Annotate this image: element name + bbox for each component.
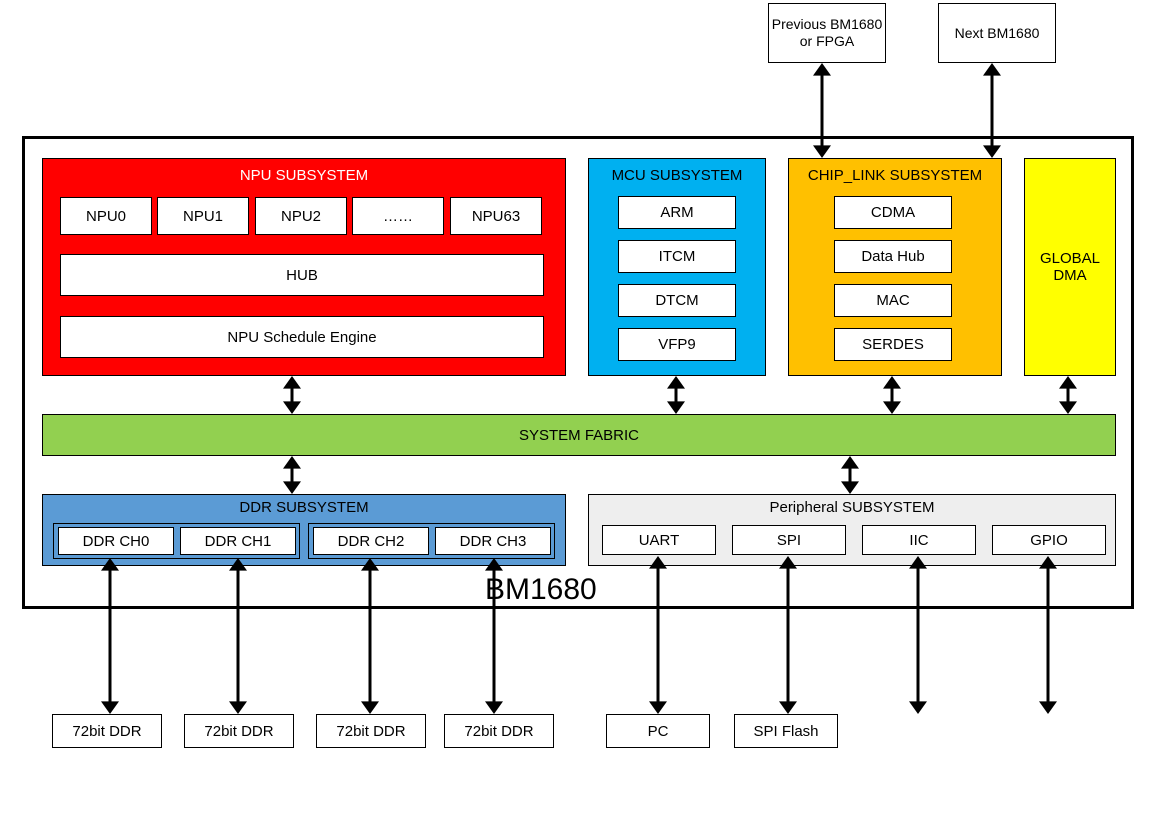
external-bottom: 72bit DDR [316, 714, 426, 748]
external-top-next: Next BM1680 [938, 3, 1056, 63]
chiplink-item: SERDES [834, 328, 952, 361]
npu-item: …… [352, 197, 444, 235]
global-dma: GLOBAL DMA [1024, 158, 1116, 376]
double-arrow-icon [1057, 376, 1079, 414]
npu-title: NPU SUBSYSTEM [240, 167, 368, 184]
peripheral-item: IIC [862, 525, 976, 555]
double-arrow-icon [665, 376, 687, 414]
npu-item: NPU1 [157, 197, 249, 235]
mcu-item: DTCM [618, 284, 736, 317]
double-arrow-icon [359, 558, 381, 714]
chiplink-item: CDMA [834, 196, 952, 229]
npu-item: NPU63 [450, 197, 542, 235]
external-bottom: 72bit DDR [444, 714, 554, 748]
external-bottom: PC [606, 714, 710, 748]
double-arrow-icon [881, 376, 903, 414]
double-arrow-icon [281, 456, 303, 494]
double-arrow-icon [811, 63, 833, 158]
peripheral-item: SPI [732, 525, 846, 555]
double-arrow-icon [227, 558, 249, 714]
double-arrow-icon [1037, 556, 1059, 714]
chiplink-item: MAC [834, 284, 952, 317]
mcu-title: MCU SUBSYSTEM [612, 167, 743, 184]
npu-item: NPU0 [60, 197, 152, 235]
external-bottom: 72bit DDR [52, 714, 162, 748]
npu-schedule-engine: NPU Schedule Engine [60, 316, 544, 358]
npu-hub: HUB [60, 254, 544, 296]
double-arrow-icon [777, 556, 799, 714]
system-fabric: SYSTEM FABRIC [42, 414, 1116, 456]
double-arrow-icon [281, 376, 303, 414]
chiplink-title: CHIP_LINK SUBSYSTEM [808, 167, 982, 184]
ddr-title: DDR SUBSYSTEM [239, 499, 368, 516]
double-arrow-icon [839, 456, 861, 494]
double-arrow-icon [647, 556, 669, 714]
mcu-item: ITCM [618, 240, 736, 273]
external-bottom: 72bit DDR [184, 714, 294, 748]
peripheral-item: UART [602, 525, 716, 555]
mcu-item: ARM [618, 196, 736, 229]
peripheral-item: GPIO [992, 525, 1106, 555]
double-arrow-icon [981, 63, 1003, 158]
ddr-channel: DDR CH1 [180, 527, 296, 555]
double-arrow-icon [907, 556, 929, 714]
mcu-item: VFP9 [618, 328, 736, 361]
double-arrow-icon [99, 558, 121, 714]
npu-item: NPU2 [255, 197, 347, 235]
external-top-prev: Previous BM1680 or FPGA [768, 3, 886, 63]
external-bottom: SPI Flash [734, 714, 838, 748]
ddr-channel: DDR CH3 [435, 527, 551, 555]
ddr-channel: DDR CH0 [58, 527, 174, 555]
chiplink-item: Data Hub [834, 240, 952, 273]
double-arrow-icon [483, 558, 505, 714]
ddr-channel: DDR CH2 [313, 527, 429, 555]
peripheral-title: Peripheral SUBSYSTEM [769, 499, 934, 516]
